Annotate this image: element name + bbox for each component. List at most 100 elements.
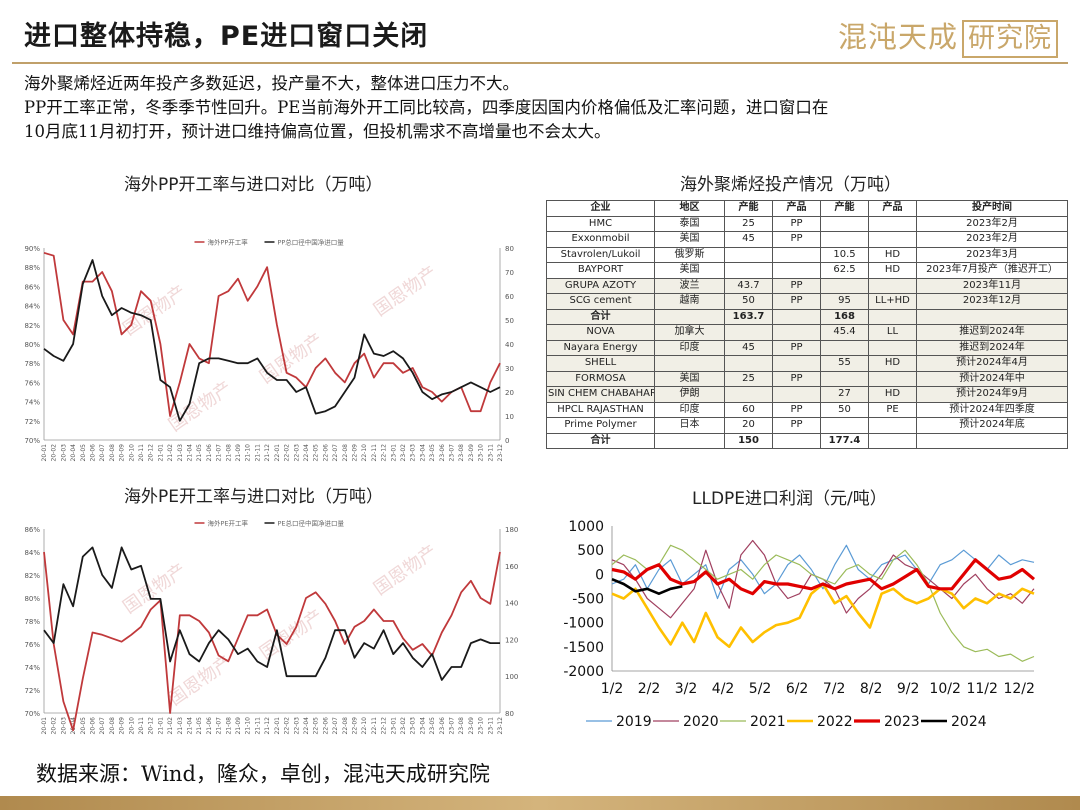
table-cell: 日本 bbox=[654, 417, 725, 434]
x-tick: 23-04 bbox=[419, 717, 426, 735]
logo-box-text: 研究院 bbox=[962, 20, 1058, 58]
y-tick-right: 140 bbox=[505, 600, 518, 608]
table-cell: 27 bbox=[820, 386, 869, 403]
footer-band bbox=[0, 796, 1080, 810]
table-cell: LL bbox=[868, 324, 917, 341]
table-cell bbox=[724, 324, 773, 341]
x-tick: 22-11 bbox=[371, 717, 378, 735]
table-cell: GRUPA AZOTY bbox=[546, 277, 655, 294]
x-tick: 20-07 bbox=[99, 444, 106, 462]
table-cell bbox=[868, 308, 917, 325]
table-cell: 25 bbox=[724, 370, 773, 387]
x-tick: 20-05 bbox=[80, 717, 87, 735]
x-tick: 20-10 bbox=[128, 444, 135, 462]
x-tick: 23-10 bbox=[478, 717, 485, 735]
x-tick: 22-04 bbox=[303, 444, 310, 462]
table-cell: 2023年2月 bbox=[916, 215, 1068, 232]
y-tick-left: 84% bbox=[24, 549, 40, 557]
x-tick: 23-10 bbox=[478, 444, 485, 462]
table-cell: PP bbox=[772, 417, 821, 434]
x-tick: 23-08 bbox=[458, 717, 465, 735]
legend-label: 2023 bbox=[884, 714, 920, 730]
y-tick-right: 20 bbox=[505, 389, 514, 397]
y-tick-left: 76% bbox=[24, 379, 40, 387]
x-tick: 22-05 bbox=[313, 717, 320, 735]
table-cell bbox=[868, 417, 917, 434]
x-tick: 22-08 bbox=[342, 717, 349, 735]
x-tick: 21-08 bbox=[225, 444, 232, 462]
summary-text: 海外聚烯烃近两年投产多数延迟，投产量不大，整体进口压力不大。 PP开工率正常，冬… bbox=[24, 72, 1064, 144]
table-row: NOVA 加拿大 45.4 LL 推迟到2024年 bbox=[546, 324, 1068, 341]
x-tick: 23-07 bbox=[448, 717, 455, 735]
table-cell bbox=[868, 277, 917, 294]
x-tick: 21-08 bbox=[225, 717, 232, 735]
x-tick: 3/2 bbox=[675, 681, 698, 697]
logo-text: 混沌天成 bbox=[837, 20, 958, 54]
legend-label: 2024 bbox=[951, 714, 987, 730]
legend-label: 2020 bbox=[683, 714, 719, 730]
table-row: SHELL 55 HD 预计2024年4月 bbox=[546, 355, 1068, 372]
x-tick: 23-05 bbox=[429, 717, 436, 735]
table-cell: 合计 bbox=[546, 432, 655, 449]
table-cell: 预计2024年9月 bbox=[916, 386, 1068, 403]
series-line bbox=[611, 582, 1035, 649]
table-cell: 2023年7月投产（推迟开工） bbox=[916, 262, 1068, 279]
x-tick: 23-01 bbox=[390, 717, 397, 735]
table-cell: 45 bbox=[724, 339, 773, 356]
pp-chart-title: 海外PP开工率与进口对比（万吨） bbox=[124, 175, 383, 195]
table-cell: HD bbox=[868, 386, 917, 403]
page-title: 进口整体持稳，PE进口窗口关闭 bbox=[24, 21, 429, 52]
table-cell: Stavrolen/Lukoil bbox=[546, 246, 655, 263]
x-tick: 23-09 bbox=[468, 444, 475, 462]
table-cell bbox=[820, 339, 869, 356]
x-tick: 20-02 bbox=[51, 444, 58, 462]
pe-chart-title: 海外PE开工率与进口对比（万吨） bbox=[124, 487, 383, 507]
y-tick-right: 40 bbox=[505, 341, 514, 349]
table-cell bbox=[654, 432, 725, 449]
y-tick-left: 72% bbox=[24, 418, 40, 426]
x-tick: 20-03 bbox=[60, 444, 67, 462]
x-tick: 1/2 bbox=[601, 681, 624, 697]
x-tick: 22-07 bbox=[332, 444, 339, 462]
table-cell bbox=[654, 355, 725, 372]
table-cell: 推迟到2024年 bbox=[916, 339, 1068, 356]
table-cell: 177.4 bbox=[820, 432, 869, 449]
table-row: SIN CHEM CHABAHAR 伊朗 27 HD 预计2024年9月 bbox=[546, 386, 1068, 403]
y-tick-left: 78% bbox=[24, 618, 40, 626]
y-tick-right: 80 bbox=[505, 245, 514, 253]
x-tick: 20-07 bbox=[99, 717, 106, 735]
table-cell: Nayara Energy bbox=[546, 339, 655, 356]
y-tick-left: 72% bbox=[24, 687, 40, 695]
table-cell: 泰国 bbox=[654, 215, 725, 232]
table-cell bbox=[772, 324, 821, 341]
table-cell: PP bbox=[772, 370, 821, 387]
x-tick: 21-04 bbox=[187, 444, 194, 462]
series-line bbox=[43, 551, 501, 732]
table-cell bbox=[724, 262, 773, 279]
table-cell: 俄罗斯 bbox=[654, 246, 725, 263]
legend-label: 2019 bbox=[616, 714, 652, 730]
series-line bbox=[43, 546, 500, 681]
x-tick: 21-09 bbox=[235, 444, 242, 462]
x-tick: 20-01 bbox=[41, 444, 48, 462]
x-tick: 21-11 bbox=[254, 444, 261, 462]
table-cell bbox=[724, 246, 773, 263]
y-tick-left: 86% bbox=[24, 283, 40, 291]
x-tick: 23-04 bbox=[419, 444, 426, 462]
y-tick-right: 180 bbox=[505, 526, 518, 534]
table-cell: SCG cement bbox=[546, 293, 655, 310]
header-divider bbox=[12, 62, 1068, 64]
table-cell: Exxonmobil bbox=[546, 231, 655, 248]
table-cell bbox=[772, 262, 821, 279]
x-tick: 2/2 bbox=[638, 681, 661, 697]
x-tick: 20-09 bbox=[119, 717, 126, 735]
series-line bbox=[43, 251, 501, 417]
y-tick-left: 90% bbox=[24, 245, 40, 253]
table-cell bbox=[868, 432, 917, 449]
table-cell bbox=[868, 370, 917, 387]
table-cell bbox=[724, 386, 773, 403]
table-header-row: 企业 地区 产能 产品 产能 产品 投产时间 bbox=[546, 200, 1068, 217]
table-cell: BAYPORT bbox=[546, 262, 655, 279]
x-tick: 20-08 bbox=[109, 717, 116, 735]
series-line bbox=[611, 558, 1036, 596]
